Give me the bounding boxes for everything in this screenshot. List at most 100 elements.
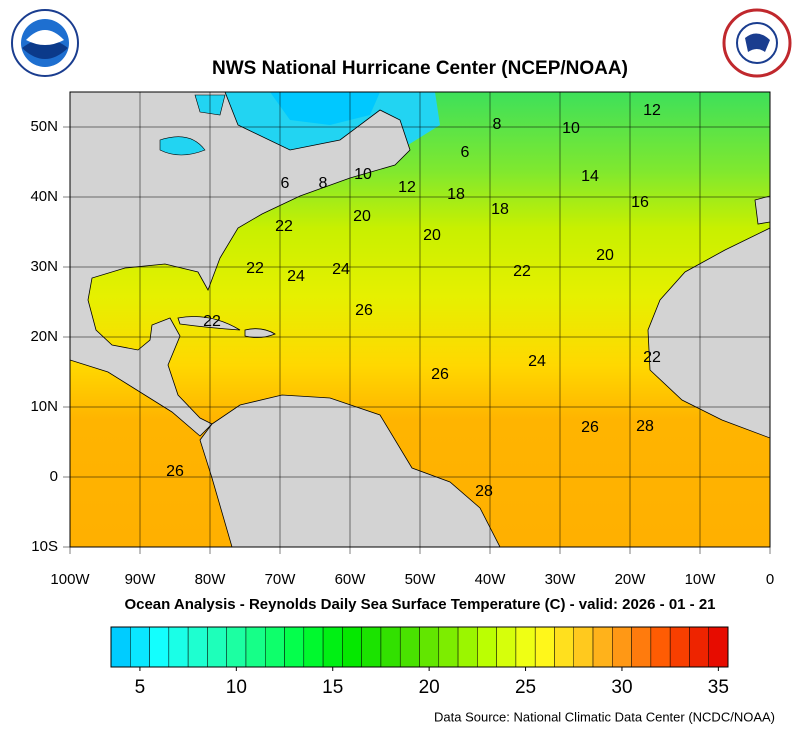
color-swatch: [477, 626, 497, 668]
color-swatch: [573, 626, 594, 668]
color-swatch: [631, 626, 652, 668]
contour-label: 10: [354, 166, 372, 183]
lon-label: 40W: [475, 571, 507, 588]
colorbar-tick-label: 35: [708, 677, 729, 698]
lon-label: 30W: [545, 571, 577, 588]
contour-label: 8: [319, 175, 328, 192]
color-swatch: [361, 626, 382, 668]
title: NWS National Hurricane Center (NCEP/NOAA…: [212, 58, 628, 79]
lat-label: 10S: [31, 538, 58, 555]
lat-label: 50N: [30, 118, 58, 135]
nws-logo: [722, 8, 792, 78]
contour-label: 20: [596, 247, 614, 264]
colorbar-tick-label: 30: [611, 677, 632, 698]
contour-label: 22: [643, 349, 661, 366]
color-swatch: [534, 626, 555, 668]
color-swatch: [399, 626, 420, 668]
lon-label: 20W: [615, 571, 647, 588]
contour-label: 26: [581, 419, 599, 436]
iberia: [754, 195, 770, 225]
contour-label: 18: [491, 201, 509, 218]
lat-label: 20N: [30, 328, 58, 345]
africa: [647, 227, 770, 439]
color-swatch: [419, 626, 440, 668]
color-swatch: [496, 626, 517, 668]
source: Data Source: National Climatic Data Cent…: [434, 709, 775, 724]
color-swatch: [284, 626, 305, 668]
contour-label: 26: [355, 302, 373, 319]
contour-label: 22: [203, 313, 221, 330]
colorbar-tick-label: 25: [515, 677, 536, 698]
lat-label: 40N: [30, 188, 58, 205]
lon-label: 70W: [265, 571, 297, 588]
lon-label: 0: [766, 571, 774, 588]
lat-label: 0: [50, 468, 58, 485]
contour-label: 12: [643, 102, 661, 119]
contour-label: 6: [461, 144, 470, 161]
color-swatch: [592, 626, 613, 668]
colorbar: 5 10 15 20 25 30 35: [110, 626, 729, 698]
color-swatch: [438, 626, 459, 668]
colorbar-tick-label: 15: [322, 677, 343, 698]
lon-label: 50W: [405, 571, 437, 588]
color-swatch: [110, 626, 131, 668]
contour-label: 10: [562, 120, 580, 137]
color-swatch: [669, 626, 690, 668]
color-swatch: [689, 626, 709, 668]
caption: Ocean Analysis - Reynolds Daily Sea Surf…: [124, 596, 715, 613]
color-swatch: [380, 626, 401, 668]
cold-water: [270, 92, 380, 125]
noaa-logo: [11, 9, 79, 77]
contour-label: 28: [475, 483, 493, 500]
color-swatch: [322, 626, 343, 668]
contour-label: 22: [513, 263, 531, 280]
color-swatch: [207, 626, 227, 668]
contour-label: 16: [631, 194, 649, 211]
color-swatch: [130, 626, 150, 668]
contour-label: 12: [398, 179, 416, 196]
colorbar-tick-label: 10: [226, 677, 247, 698]
map-frame: [69, 91, 771, 548]
contour-label: 26: [166, 463, 184, 480]
contour-labels: 8 10 12 6 6 8 10 12 18 14 16 18 22 20 20 20 22 24 24 22 26 26…: [166, 102, 661, 500]
color-swatch: [650, 626, 671, 668]
contour-label: 18: [447, 186, 465, 203]
contour-label: 20: [423, 227, 441, 244]
color-swatch: [149, 626, 170, 668]
grid: 100W 90W 80W 70W 60W 50W 40W 30W 20W 10W 0 50N 40N 30…: [30, 92, 774, 588]
color-swatch: [515, 626, 536, 668]
color-swatch: [612, 626, 632, 668]
contour-label: 20: [353, 208, 371, 225]
contour-label: 22: [275, 218, 293, 235]
color-swatch: [457, 626, 478, 668]
lon-label: 10W: [685, 571, 717, 588]
colorbar-tick-label: 20: [419, 677, 440, 698]
contour-label: 6: [281, 175, 290, 192]
color-swatch: [245, 626, 266, 668]
color-swatch: [187, 626, 208, 668]
contour-label: 8: [493, 116, 502, 133]
color-swatch: [265, 626, 285, 668]
colorbar-tick-label: 5: [135, 677, 146, 698]
lon-label: 100W: [50, 571, 90, 588]
lon-label: 80W: [195, 571, 227, 588]
color-swatch: [554, 626, 574, 668]
lat-label: 30N: [30, 258, 58, 275]
great-lakes: [159, 136, 206, 156]
contour-label: 24: [332, 261, 350, 278]
contour-label: 26: [431, 366, 449, 383]
cuba: [177, 316, 241, 331]
lon-label: 90W: [125, 571, 157, 588]
lat-label: 10N: [30, 398, 58, 415]
colorbar-frame: [110, 626, 729, 668]
contour-label: 22: [246, 260, 264, 277]
lon-label: 60W: [335, 571, 367, 588]
contour-label: 14: [581, 168, 599, 185]
color-swatch: [708, 626, 729, 668]
color-swatch: [168, 626, 189, 668]
color-swatch: [303, 626, 324, 668]
color-swatch: [226, 626, 247, 668]
contour-label: 28: [636, 418, 654, 435]
contour-label: 24: [287, 268, 305, 285]
